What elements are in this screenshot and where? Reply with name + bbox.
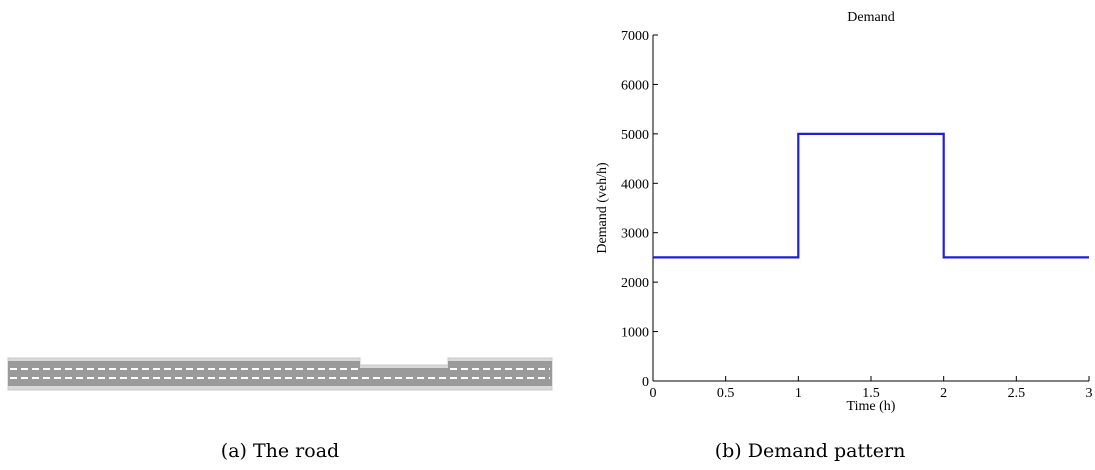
road-segment-bottleneck xyxy=(360,368,448,386)
demand-caption: (b) Demand pattern xyxy=(714,440,906,462)
road-caption: (a) The road xyxy=(220,440,340,462)
chart-title: Demand xyxy=(847,10,894,25)
demand-chart: 0 0.5 1 1.5 2 2.5 3 0 1000 2000 3000 4000 5000 6000 70… xyxy=(595,10,1093,414)
x-tick-label: 0.5 xyxy=(717,386,735,401)
series-line-demand xyxy=(653,132,1089,259)
road-diagram xyxy=(7,357,553,391)
y-tick-label: 7000 xyxy=(621,29,649,44)
road-figure: (a) The road xyxy=(7,357,553,462)
demand-figure: 0 0.5 1 1.5 2 2.5 3 0 1000 2000 3000 4000 5000 6000 70… xyxy=(560,0,1095,465)
x-axis-label: Time (h) xyxy=(847,399,896,414)
y-tick-label: 0 xyxy=(642,375,649,390)
y-tick-label: 3000 xyxy=(621,227,649,242)
y-tick-label: 5000 xyxy=(621,128,649,143)
y-tick-label: 1000 xyxy=(621,326,649,341)
y-tick-label: 4000 xyxy=(621,177,649,192)
x-tick-label: 2 xyxy=(940,386,947,401)
y-tick-label: 6000 xyxy=(621,78,649,93)
y-axis-label: Demand (veh/h) xyxy=(595,162,610,254)
road-segment-right xyxy=(448,361,552,386)
road-segment-left xyxy=(8,361,360,386)
x-tick-label: 1.5 xyxy=(862,386,880,401)
x-tick-label: 1 xyxy=(795,386,802,401)
x-tick-label: 0 xyxy=(650,386,657,401)
x-tick-label: 3 xyxy=(1086,386,1093,401)
y-tick-label: 2000 xyxy=(621,276,649,291)
x-tick-label: 2.5 xyxy=(1008,386,1026,401)
